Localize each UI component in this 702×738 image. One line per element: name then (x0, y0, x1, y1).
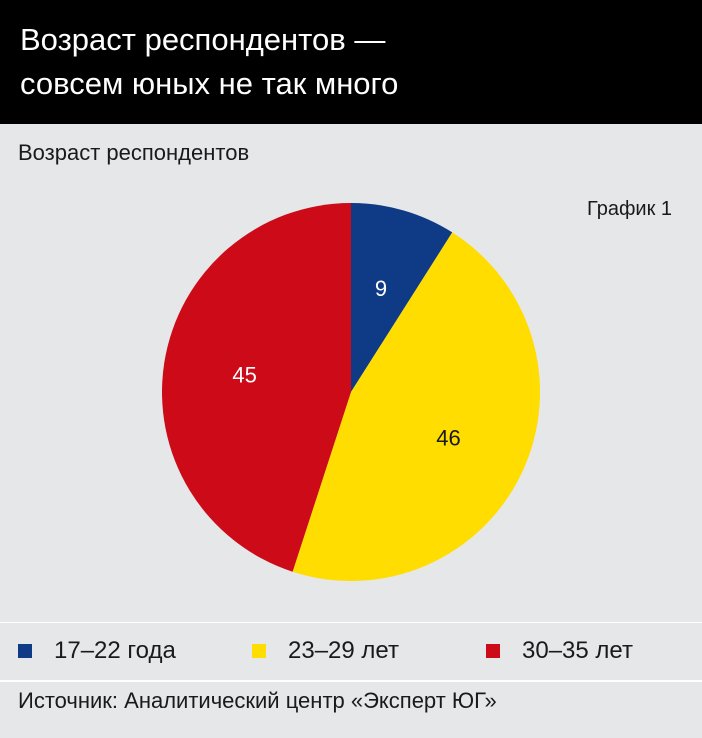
legend-swatch-30-35 (486, 644, 500, 658)
pie-slice-label-3: 45 (232, 363, 256, 388)
header-title: Возраст респондентов — совсем юных не та… (20, 22, 399, 101)
legend-label-23-29: 23–29 лет (288, 637, 399, 664)
legend-divider-bottom (0, 680, 702, 682)
legend-item-17-22: 17–22 года (18, 637, 176, 665)
chart-subtitle: Возраст респондентов (18, 140, 250, 165)
legend-swatch-17-22 (18, 644, 32, 658)
source-note: Источник: Аналитический центр «Эксперт Ю… (18, 688, 497, 713)
legend-item-30-35: 30–35 лет (486, 637, 633, 665)
legend-label-17-22: 17–22 года (54, 637, 176, 664)
pie-chart: 9 46 45 (162, 202, 540, 581)
pie-slice-1 (351, 203, 453, 392)
legend-item-23-29: 23–29 лет (252, 637, 399, 665)
legend-swatch-23-29 (252, 644, 266, 658)
pie-slice-label-1: 9 (375, 276, 387, 301)
legend-divider-top (0, 622, 702, 623)
legend-label-30-35: 30–35 лет (522, 637, 633, 664)
pie-slice-3 (162, 202, 351, 572)
pie-slice-2 (292, 232, 540, 581)
chart-number-label: График 1 (586, 198, 672, 220)
pie-slice-label-2: 46 (436, 425, 460, 450)
header-bar: Возраст респондентов — совсем юных не та… (0, 0, 702, 124)
legend: 17–22 года 23–29 лет 30–35 лет (0, 623, 702, 679)
